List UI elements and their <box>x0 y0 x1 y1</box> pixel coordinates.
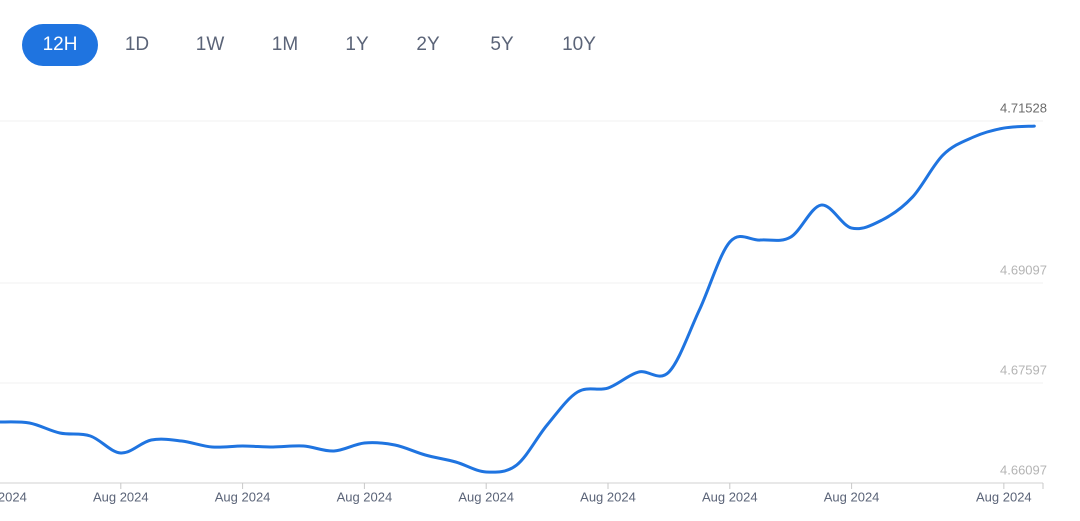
x-tick-label: Aug 2024 <box>702 489 758 504</box>
range-tab[interactable]: 10Y <box>562 34 596 55</box>
x-tick-label: Aug 2024 <box>976 489 1032 504</box>
tab-label[interactable]: 10Y <box>562 34 596 55</box>
tab-label[interactable]: 5Y <box>490 34 514 55</box>
tab-label[interactable]: 1Y <box>345 34 369 55</box>
tab-label[interactable]: 1M <box>272 34 298 55</box>
price-line <box>0 124 1036 474</box>
range-tab[interactable]: 1D <box>125 34 149 55</box>
tab-label[interactable]: 1W <box>196 34 225 55</box>
range-tabs: 12H 1D 1W 1M 1Y 2Y 5Y 10Y <box>22 24 596 66</box>
tab-label[interactable]: 12H <box>43 34 78 55</box>
y-tick-label: 4.66097 <box>1000 462 1047 477</box>
tab-label[interactable]: 2Y <box>416 34 440 55</box>
x-tick-label: Aug 2024 <box>93 489 149 504</box>
x-tick-label: Aug 2024 <box>580 489 636 504</box>
x-tick-label: Aug 2024 <box>337 489 393 504</box>
range-tab[interactable]: 1M <box>272 34 298 55</box>
y-tick-label: 4.71528 <box>1000 100 1047 115</box>
tab-label[interactable]: 1D <box>125 34 149 55</box>
y-tick-label: 4.67597 <box>1000 362 1047 377</box>
x-tick-label: Aug 2024 <box>458 489 514 504</box>
range-tab[interactable]: 1W <box>196 34 225 55</box>
range-tab[interactable]: 2Y <box>416 34 440 55</box>
range-tab[interactable]: 5Y <box>490 34 514 55</box>
x-tick-label: Aug 2024 <box>824 489 880 504</box>
range-tab[interactable]: 12H <box>22 24 98 66</box>
x-tick-label: Aug 2024 <box>215 489 271 504</box>
x-tick-label: Aug 2024 <box>0 489 27 504</box>
range-tab[interactable]: 1Y <box>345 34 369 55</box>
tab-highlight <box>22 24 98 66</box>
y-tick-label: 4.69097 <box>1000 262 1047 277</box>
plot: 4.66097 4.67597 4.69097 4.71528 Aug 2024 Aug … <box>0 100 1047 504</box>
